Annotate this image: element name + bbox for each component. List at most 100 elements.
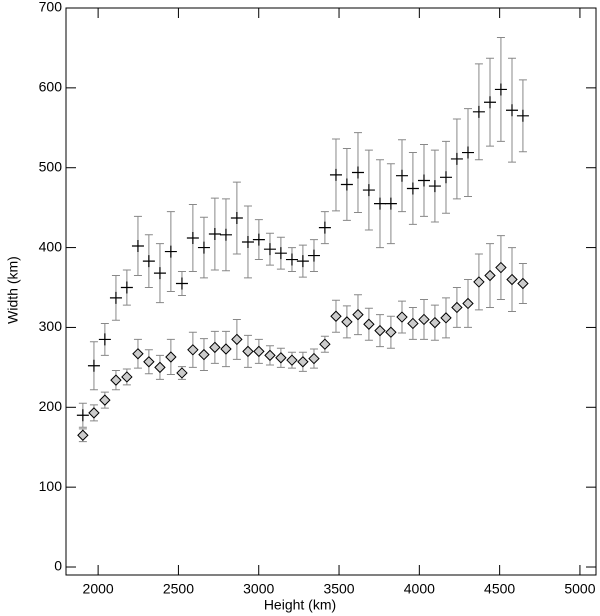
plus-marker: [285, 253, 298, 266]
diamond-marker: [231, 333, 243, 346]
plus-marker: [494, 83, 507, 96]
y-tick-label: 700: [39, 0, 63, 15]
plus-marker: [219, 228, 232, 241]
x-tick-label: 3500: [323, 581, 354, 597]
plus-marker: [472, 105, 485, 118]
plus-marker: [506, 104, 519, 117]
plot-frame: [65, 7, 597, 576]
y-tick-label: 200: [39, 398, 63, 414]
plus-marker: [208, 228, 221, 241]
plus-marker: [98, 333, 111, 346]
plus-marker: [329, 168, 342, 181]
y-axis-label: Width (km): [5, 256, 21, 324]
plus-marker: [461, 146, 474, 159]
diamond-marker: [308, 352, 320, 365]
diamond-marker: [484, 269, 496, 282]
plus-marker: [318, 221, 331, 234]
diamond-marker: [495, 261, 507, 274]
plus-marker: [450, 152, 463, 165]
plus-marker: [153, 267, 166, 280]
diamond-marker: [264, 349, 276, 362]
plus-marker: [384, 197, 397, 210]
diamond-marker: [462, 297, 474, 310]
plus-marker: [395, 169, 408, 182]
diamond-marker: [209, 341, 221, 354]
diamond-marker: [275, 352, 287, 364]
plus-marker: [131, 239, 144, 252]
y-tick-label: 500: [39, 158, 63, 174]
diamond-marker: [99, 394, 111, 406]
diamond-marker: [418, 313, 430, 326]
diamond-marker: [451, 301, 463, 314]
diamond-marker: [407, 317, 419, 330]
plus-marker: [263, 243, 276, 256]
diamond-marker: [154, 361, 166, 374]
diamond-marker: [517, 277, 529, 290]
diamond-marker: [165, 351, 177, 363]
y-tick-label: 400: [39, 238, 63, 254]
x-tick-label: 2500: [163, 581, 194, 597]
diamond-marker: [440, 312, 452, 324]
x-tick-label: 5000: [564, 581, 595, 597]
diamond-marker: [187, 344, 199, 356]
diamond-marker: [77, 429, 89, 441]
y-tick-label: 0: [54, 558, 62, 574]
y-tick-label: 100: [39, 478, 63, 494]
diamond-marker: [121, 371, 133, 383]
y-tick-label: 300: [39, 318, 63, 334]
diamond-marker: [198, 348, 210, 361]
plus-marker: [373, 197, 386, 210]
plus-marker: [120, 281, 133, 294]
diamond-marker: [297, 356, 309, 368]
x-axis-label: Height (km): [264, 597, 336, 613]
plus-marker: [109, 291, 122, 304]
plus-marker: [296, 255, 309, 268]
plus-marker: [516, 109, 529, 122]
plus-marker: [307, 249, 320, 262]
diamond-marker: [385, 326, 397, 338]
diamond-marker: [352, 308, 364, 321]
plus-marker: [175, 277, 188, 290]
diamond-marker: [88, 407, 100, 419]
plus-marker: [439, 171, 452, 184]
plus-marker: [252, 233, 265, 246]
plus-marker: [362, 184, 375, 197]
plus-marker: [484, 96, 496, 109]
y-tick-label: 600: [39, 79, 63, 95]
diamond-marker: [319, 338, 331, 350]
diamond-marker: [396, 311, 408, 323]
diamond-marker: [506, 273, 518, 286]
plus-marker: [406, 182, 419, 195]
diamond-marker: [363, 318, 375, 330]
plus-marker: [197, 241, 210, 254]
x-tick-label: 2000: [83, 581, 114, 597]
diamond-marker: [132, 348, 144, 360]
diamond-marker: [242, 345, 254, 358]
diamond-marker: [429, 316, 441, 329]
diamond-marker: [143, 356, 155, 368]
plus-marker: [351, 166, 364, 179]
diamond-marker: [330, 310, 342, 322]
plus-marker: [87, 359, 100, 372]
diamond-marker: [110, 374, 122, 386]
plus-marker: [428, 180, 441, 193]
plus-marker: [164, 245, 177, 258]
x-tick-label: 4500: [484, 581, 515, 597]
plus-marker: [230, 212, 243, 225]
diamond-marker: [341, 316, 353, 328]
plus-marker: [417, 174, 430, 187]
x-tick-label: 4000: [404, 581, 435, 597]
diamond-marker: [286, 354, 298, 366]
diamond-marker: [220, 343, 232, 355]
plus-marker: [186, 231, 199, 244]
plus-marker: [340, 178, 353, 191]
diamond-marker: [176, 367, 188, 379]
plus-marker: [274, 247, 287, 260]
plus-marker: [76, 409, 89, 422]
plus-marker: [142, 255, 155, 268]
diamond-marker: [473, 276, 485, 288]
diamond-marker: [253, 345, 265, 358]
x-tick-label: 3000: [243, 581, 274, 597]
diamond-marker: [374, 324, 386, 337]
